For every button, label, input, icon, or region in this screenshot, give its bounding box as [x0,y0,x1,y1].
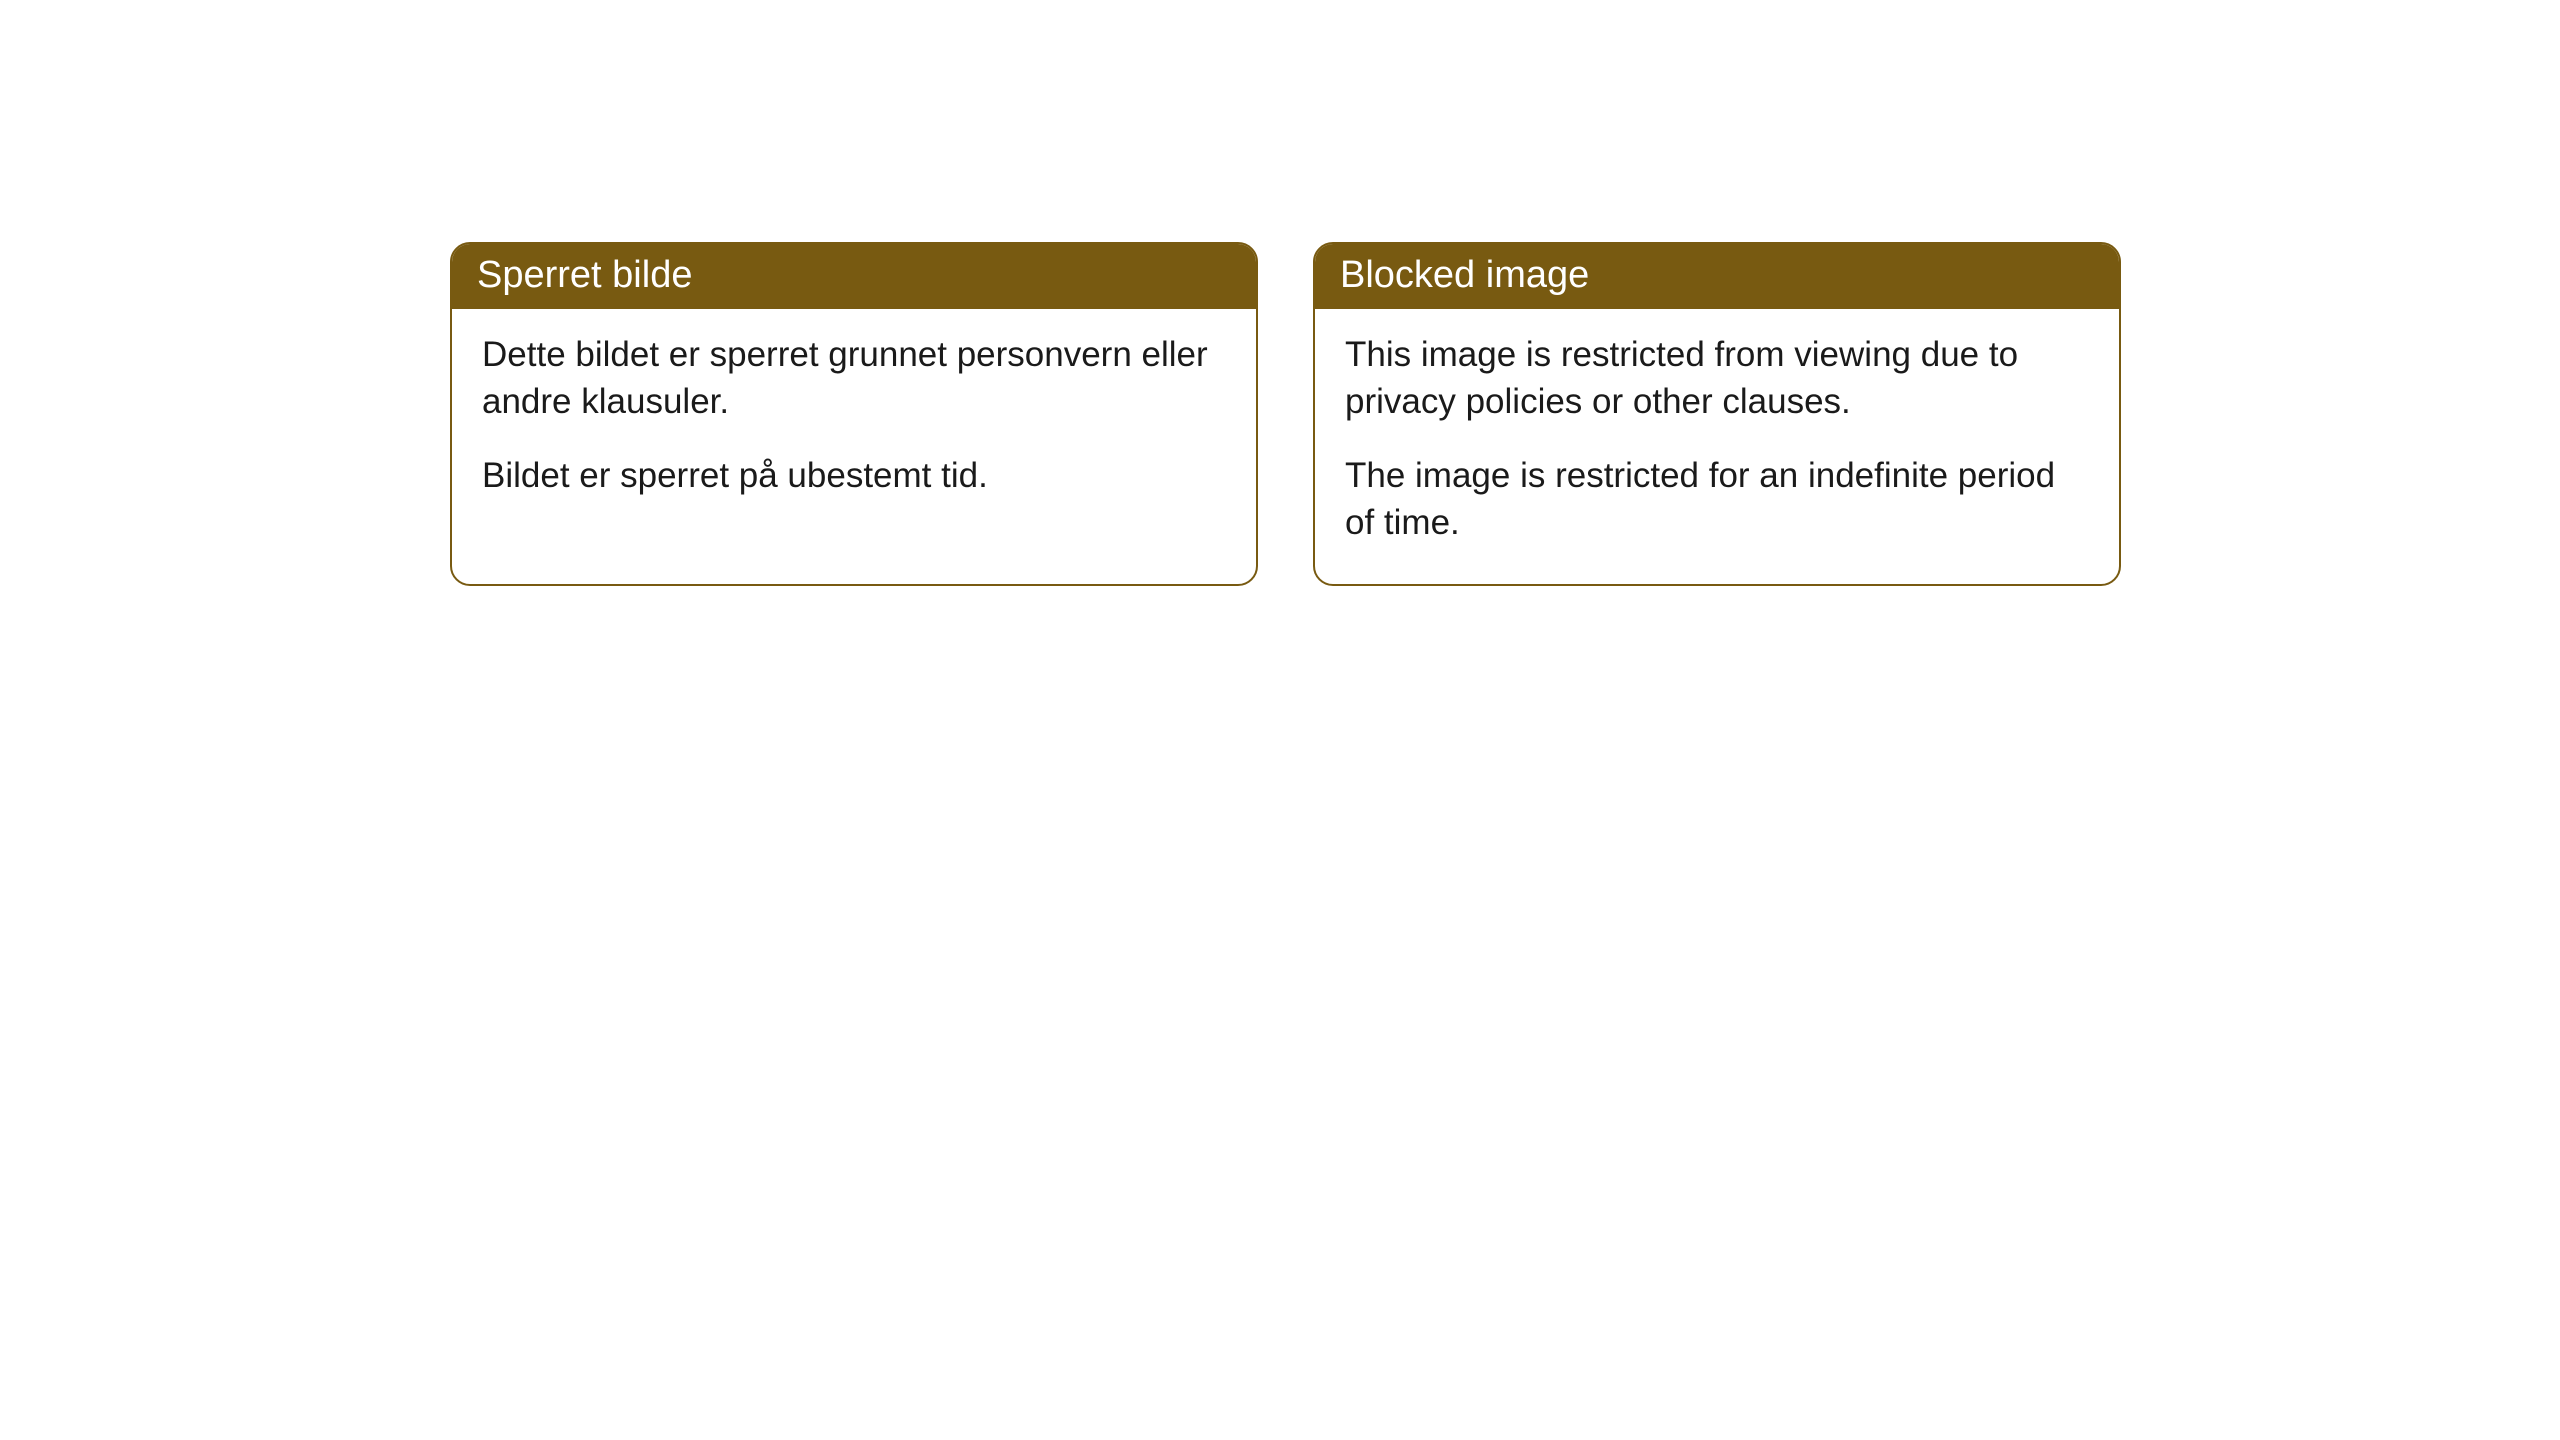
card-header: Sperret bilde [452,244,1256,309]
notice-card-english: Blocked image This image is restricted f… [1313,242,2121,586]
card-body: This image is restricted from viewing du… [1315,309,2119,584]
notice-card-norwegian: Sperret bilde Dette bildet er sperret gr… [450,242,1258,586]
card-header: Blocked image [1315,244,2119,309]
notice-text-line2: Bildet er sperret på ubestemt tid. [482,452,1226,499]
notice-text-line2: The image is restricted for an indefinit… [1345,452,2089,547]
notice-text-line1: Dette bildet er sperret grunnet personve… [482,331,1226,426]
notice-container: Sperret bilde Dette bildet er sperret gr… [450,242,2121,586]
notice-text-line1: This image is restricted from viewing du… [1345,331,2089,426]
card-body: Dette bildet er sperret grunnet personve… [452,309,1256,537]
